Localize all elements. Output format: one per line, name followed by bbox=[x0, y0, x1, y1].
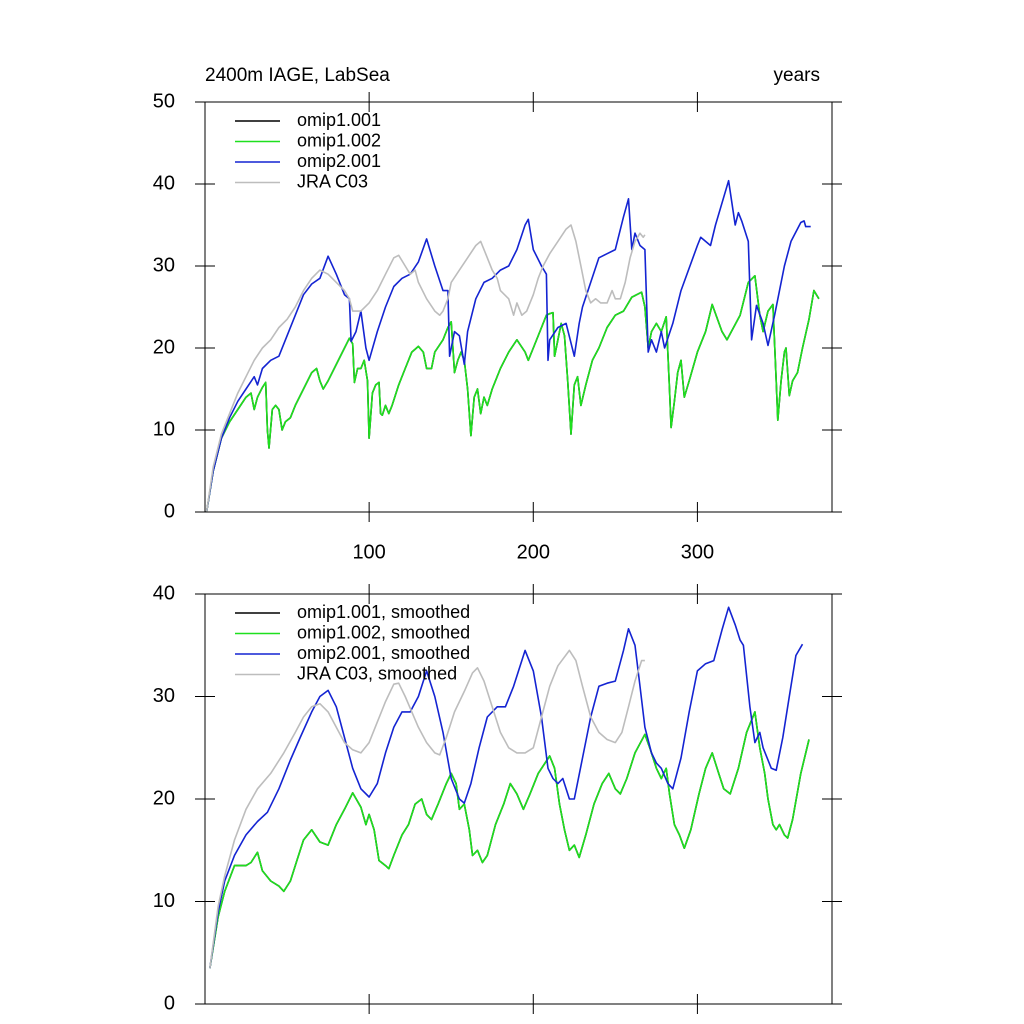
y-tick-label: 30 bbox=[153, 685, 175, 707]
series-line bbox=[209, 606, 804, 969]
x-tick-label: 300 bbox=[681, 541, 714, 563]
plot-frame bbox=[204, 101, 833, 513]
y-tick-label: 20 bbox=[153, 336, 175, 358]
y-tick-label: 10 bbox=[153, 890, 175, 912]
series-line bbox=[209, 649, 645, 969]
legend-label: omip1.002, smoothed bbox=[297, 622, 470, 642]
series-line bbox=[205, 275, 820, 513]
x-tick-label: 200 bbox=[517, 541, 550, 563]
units-label: years bbox=[774, 65, 820, 86]
y-tick-label: 0 bbox=[164, 500, 175, 522]
series-line bbox=[205, 179, 811, 513]
legend-label: omip1.002 bbox=[297, 130, 381, 150]
x-tick-label: 100 bbox=[352, 541, 385, 563]
y-tick-label: 0 bbox=[164, 992, 175, 1014]
y-tick-label: 30 bbox=[153, 254, 175, 276]
legend-label: omip2.001 bbox=[297, 151, 381, 171]
series-line bbox=[209, 711, 810, 969]
legend-label: JRA C03, smoothed bbox=[297, 663, 457, 683]
series-line bbox=[205, 224, 646, 513]
legend-label: omip2.001, smoothed bbox=[297, 643, 470, 663]
series-line bbox=[209, 711, 810, 969]
legend-label: omip1.001 bbox=[297, 110, 381, 130]
legend-label: omip1.001, smoothed bbox=[297, 602, 470, 622]
y-tick-label: 10 bbox=[153, 418, 175, 440]
legend-label: JRA C03 bbox=[297, 171, 368, 191]
y-tick-label: 20 bbox=[153, 787, 175, 809]
y-tick-label: 40 bbox=[153, 172, 175, 194]
y-tick-label: 40 bbox=[153, 582, 175, 604]
chart-title: 2400m IAGE, LabSea bbox=[205, 65, 390, 86]
plot-frame bbox=[204, 593, 833, 1005]
y-tick-label: 50 bbox=[153, 90, 175, 112]
